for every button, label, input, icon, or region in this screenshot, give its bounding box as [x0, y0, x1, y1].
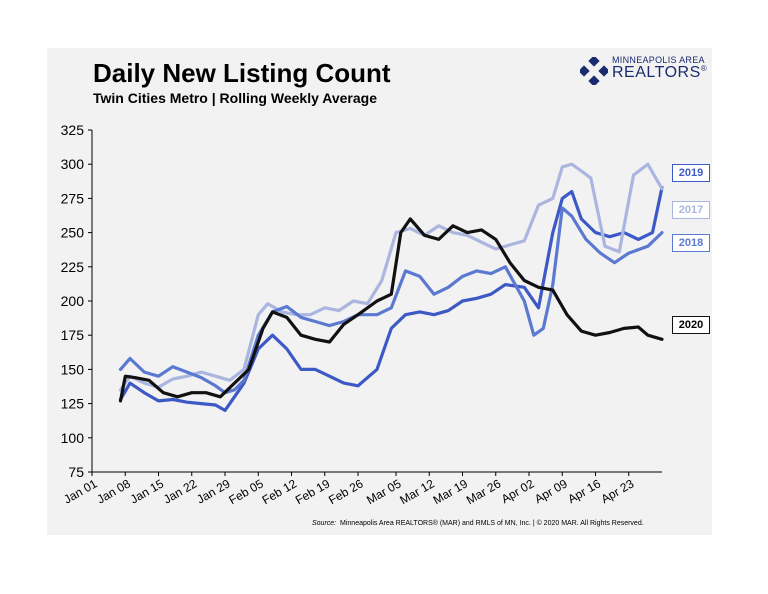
chart-subtitle: Twin Cities Metro | Rolling Weekly Avera… — [93, 90, 377, 106]
series-line-2018 — [118, 206, 664, 395]
x-tick-label: Jan 15 — [128, 476, 166, 506]
x-tick-label: Apr 09 — [532, 476, 570, 506]
series-line-2017 — [118, 162, 664, 392]
x-tick-label: Jan 22 — [161, 476, 199, 506]
legend-label-2017: 2017 — [672, 201, 710, 219]
legend-label-2018: 2018 — [672, 234, 710, 252]
x-tick-label: Apr 23 — [599, 476, 637, 506]
logo-line2: REALTORS® — [612, 64, 708, 81]
y-tick-label: 300 — [61, 156, 85, 172]
y-tick-label: 225 — [61, 259, 85, 275]
y-tick-label: 100 — [61, 430, 85, 446]
x-tick-label: Mar 12 — [397, 476, 437, 507]
x-tick-label: Feb 05 — [226, 476, 266, 507]
logo-line1: MINNEAPOLIS AREA — [612, 55, 705, 65]
realtors-logo: MINNEAPOLIS AREA REALTORS® — [580, 55, 708, 87]
y-tick-label: 125 — [61, 396, 85, 412]
legend-label-2019: 2019 — [672, 164, 710, 182]
series-line-2019 — [118, 185, 664, 412]
chart-panel — [47, 48, 712, 535]
x-tick-label: Jan 29 — [194, 476, 232, 506]
y-tick-label: 325 — [61, 122, 85, 138]
x-tick-label: Apr 16 — [565, 476, 603, 506]
y-tick-label: 275 — [61, 190, 85, 206]
y-tick-label: 200 — [61, 293, 85, 309]
y-tick-label: 175 — [61, 327, 85, 343]
y-tick-label: 150 — [61, 361, 85, 377]
x-tick-label: Mar 05 — [364, 476, 404, 507]
chart-title: Daily New Listing Count — [93, 58, 391, 88]
x-tick-label: Mar 19 — [431, 476, 471, 507]
y-tick-label: 250 — [61, 225, 85, 241]
x-tick-label: Feb 19 — [293, 476, 333, 507]
y-tick-label: 75 — [68, 464, 84, 480]
x-tick-label: Jan 08 — [95, 476, 133, 506]
x-tick-label: Mar 26 — [464, 476, 504, 507]
x-tick-label: Jan 01 — [61, 476, 99, 506]
source-note: Source: Minneapolis Area REALTORS® (MAR)… — [312, 520, 644, 527]
series-line-2020 — [118, 217, 664, 403]
x-tick-label: Apr 02 — [499, 476, 537, 506]
legend-label-2020: 2020 — [672, 316, 710, 334]
x-tick-label: Feb 12 — [260, 476, 300, 507]
x-tick-label: Feb 26 — [326, 476, 366, 507]
logo-mark-icon — [580, 57, 608, 85]
